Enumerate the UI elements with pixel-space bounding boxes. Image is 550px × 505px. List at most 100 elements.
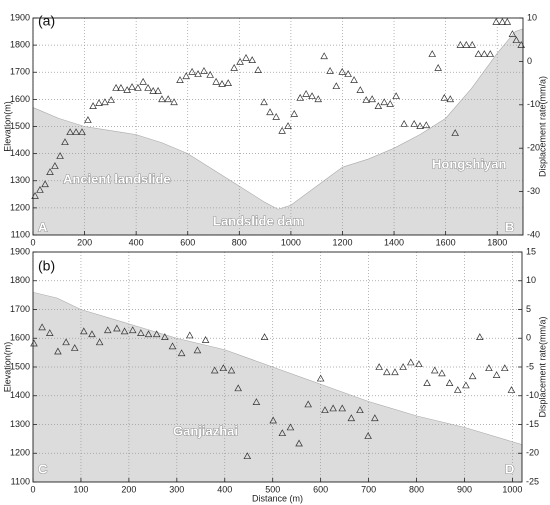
y2-tick-label: -20 (526, 448, 539, 458)
x-tick-label: 400 (129, 237, 144, 247)
annotation: A (38, 219, 48, 234)
triangle-point (137, 329, 145, 336)
triangle-point (362, 96, 370, 103)
triangle-point (329, 404, 337, 412)
triangle-point (290, 109, 299, 117)
triangle-point (284, 122, 292, 129)
y-tick-label: 1600 (10, 94, 30, 104)
triangle-point (383, 368, 391, 376)
triangle-point (201, 336, 210, 343)
y-tick-label: 1400 (10, 148, 30, 158)
y2-tick-label: -5 (526, 361, 534, 371)
annotation: Ganjiazhai (173, 423, 238, 438)
triangle-point (134, 83, 142, 91)
triangle-point (88, 330, 96, 338)
triangle-point (320, 52, 328, 60)
x-tick-label: 200 (121, 484, 136, 494)
y-tick-label: 1300 (10, 175, 30, 185)
triangle-point (445, 379, 454, 387)
triangle-point (234, 384, 242, 392)
triangle-point (321, 406, 329, 414)
triangle-point (338, 67, 347, 75)
triangle-point (434, 63, 442, 71)
triangle-point (446, 95, 455, 103)
triangle-point (149, 86, 157, 94)
triangle-point (326, 67, 334, 74)
y-tick-label: 1600 (10, 333, 30, 343)
triangle-point (422, 121, 431, 129)
triangle-point (500, 364, 509, 372)
x-tick-label: 800 (232, 237, 247, 247)
triangle-point (144, 83, 152, 91)
triangle-point (314, 95, 323, 103)
triangle-point (399, 363, 407, 370)
triangle-point (164, 95, 172, 103)
triangle-point (219, 364, 228, 372)
triangle-point (45, 329, 54, 336)
triangle-point (78, 128, 86, 136)
triangle-point (112, 83, 120, 91)
triangle-point (380, 98, 389, 106)
y2-tick-label: 5 (526, 304, 531, 314)
y2-tick-label: -30 (527, 186, 540, 196)
y-tick-label: 1100 (11, 229, 30, 239)
triangle-point (438, 369, 446, 377)
y2-tick-label: -10 (527, 99, 540, 109)
triangle-point (356, 86, 365, 93)
triangle-point (36, 185, 44, 193)
triangle-point (38, 323, 46, 331)
triangle-point (462, 381, 470, 389)
y2-tick-label: 15 (526, 246, 536, 256)
triangle-point (194, 70, 202, 77)
triangle-point (332, 82, 341, 90)
x-tick-label: 600 (313, 484, 328, 494)
x-tick-label: 1800 (487, 237, 507, 247)
x-tick-label: 200 (77, 237, 92, 247)
y2-tick-label: -10 (526, 390, 539, 400)
triangle-point (113, 324, 121, 332)
elevation-area (33, 28, 523, 235)
triangle-point (248, 56, 257, 64)
triangle-point (486, 50, 495, 57)
y-tick-label: 1200 (10, 202, 30, 212)
triangle-point (272, 113, 280, 120)
triangle-point (168, 342, 177, 350)
triangle-point (101, 98, 109, 106)
triangle-point (507, 386, 516, 393)
triangle-point (350, 76, 358, 83)
triangle-point (128, 326, 137, 334)
triangle-point (400, 119, 408, 127)
y2-tick-label: 0 (527, 56, 532, 66)
triangle-point (56, 152, 64, 159)
triangle-point (72, 128, 80, 136)
triangle-point (170, 98, 178, 106)
x-tick-label: 1400 (384, 237, 404, 247)
triangle-point (338, 404, 347, 412)
y2-tick-label: 0 (526, 333, 531, 343)
triangle-point (308, 92, 316, 100)
triangle-point (456, 40, 465, 48)
triangle-point (269, 416, 277, 424)
annotation: Landslide dam (213, 213, 304, 228)
triangle-point (485, 364, 493, 372)
triangle-point (503, 17, 512, 25)
triangle-point (62, 338, 70, 346)
triangle-point (492, 371, 501, 378)
y-tick-label: 1900 (10, 246, 30, 256)
y2-tick-label: -20 (527, 143, 540, 153)
triangle-point (227, 366, 236, 374)
y-tick-label: 1900 (10, 12, 30, 22)
triangle-point (406, 358, 415, 366)
triangle-point (176, 76, 184, 83)
y-axis-label: Elevation(m) (2, 342, 12, 393)
y-tick-label: 1100 (11, 476, 30, 486)
triangle-point (31, 192, 39, 199)
y-tick-label: 1800 (10, 40, 30, 50)
y2-tick-label: -15 (526, 419, 539, 429)
triangle-point (428, 50, 437, 57)
triangle-point (30, 339, 38, 347)
triangle-point (212, 77, 220, 85)
triangle-point (462, 40, 471, 48)
triangle-point (260, 98, 268, 106)
y-tick-label: 1400 (10, 390, 30, 400)
